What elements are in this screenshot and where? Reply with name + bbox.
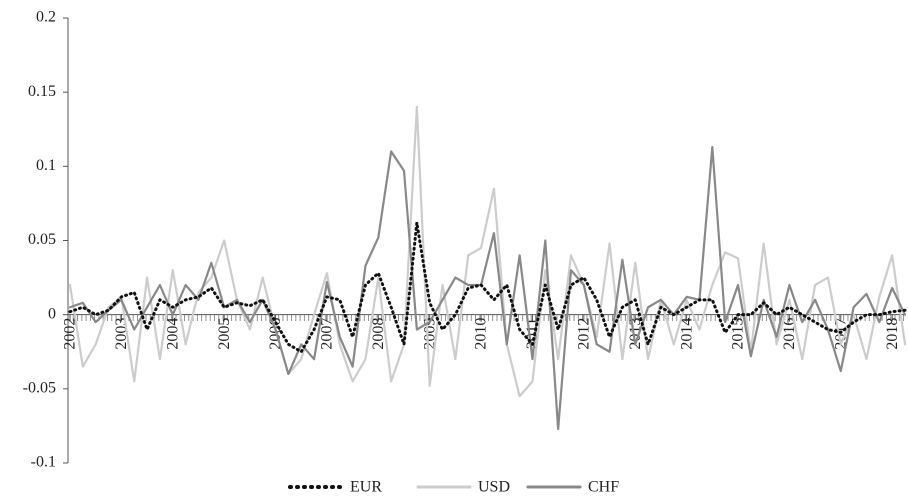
y-tick-label: 0.05 [28,231,56,248]
y-tick-label: 0 [48,305,56,322]
y-tick-label: 0.15 [28,83,56,100]
series-line [68,221,907,354]
x-tick-label: 2008 [370,318,387,350]
x-tick-label: 2013 [627,318,644,350]
x-tick-label: 2018 [884,318,901,350]
x-tick-label: 2016 [781,318,798,350]
x-tick-label: 2014 [678,318,695,350]
y-tick-label: -0.05 [23,380,56,397]
legend-label: EUR [350,479,382,496]
x-tick-label: 2012 [576,318,593,350]
x-tick-label: 2010 [473,318,490,350]
series-line [68,105,907,398]
x-tick-label: 2002 [62,318,79,350]
x-tick-label: 2005 [216,318,233,350]
y-tick-label: -0.1 [31,454,56,471]
month-hatch [70,315,905,321]
x-tick-label: 2015 [730,318,747,350]
y-tick-label: 0.1 [36,157,56,174]
y-tick-label: 0.2 [36,9,56,26]
x-tick-label: 2004 [164,318,181,350]
legend-label: USD [478,479,510,496]
series-line [68,145,907,430]
x-tick-label: 2007 [319,318,336,350]
legend-label: CHF [588,479,619,496]
